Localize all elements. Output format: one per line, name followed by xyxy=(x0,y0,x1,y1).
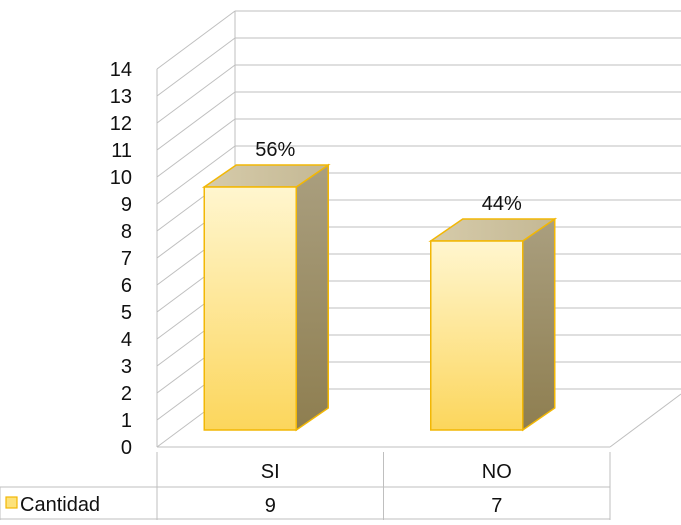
y-tick-label: 10 xyxy=(110,167,132,189)
category-label: NO xyxy=(482,461,512,483)
side-gridline xyxy=(156,10,236,70)
bar-no xyxy=(428,217,558,432)
side-gridline xyxy=(156,145,236,205)
y-tick-label: 5 xyxy=(121,302,132,324)
y-tick-label: 2 xyxy=(121,383,132,405)
bar-si xyxy=(201,163,331,432)
side-gridline xyxy=(156,64,236,124)
side-gridline xyxy=(156,91,236,151)
data-label: 44% xyxy=(482,193,522,215)
y-tick-label: 12 xyxy=(110,113,132,135)
y-tick-label: 9 xyxy=(121,194,132,216)
bar-front xyxy=(430,240,524,431)
y-tick-label: 13 xyxy=(110,86,132,108)
y-tick-label: 1 xyxy=(121,410,132,432)
y-tick-label: 0 xyxy=(121,437,132,459)
legend-swatch xyxy=(5,496,18,509)
bar-side xyxy=(522,217,556,432)
side-gridline xyxy=(156,37,236,97)
data-label: 56% xyxy=(255,139,295,161)
y-tick-label: 14 xyxy=(110,59,132,81)
bar-front xyxy=(203,186,297,431)
table-value: 7 xyxy=(491,495,502,517)
y-tick-label: 3 xyxy=(121,356,132,378)
y-tick-label: 11 xyxy=(111,140,132,162)
y-tick-label: 8 xyxy=(121,221,132,243)
side-gridline xyxy=(156,118,236,178)
bar-side xyxy=(295,163,329,432)
table-value: 9 xyxy=(265,495,276,517)
series-name: Cantidad xyxy=(20,494,100,516)
y-tick-label: 6 xyxy=(121,275,132,297)
category-label: SI xyxy=(261,461,280,483)
y-tick-label: 4 xyxy=(121,329,132,351)
y-tick-label: 7 xyxy=(121,248,132,270)
floor-right-edge xyxy=(609,393,681,448)
